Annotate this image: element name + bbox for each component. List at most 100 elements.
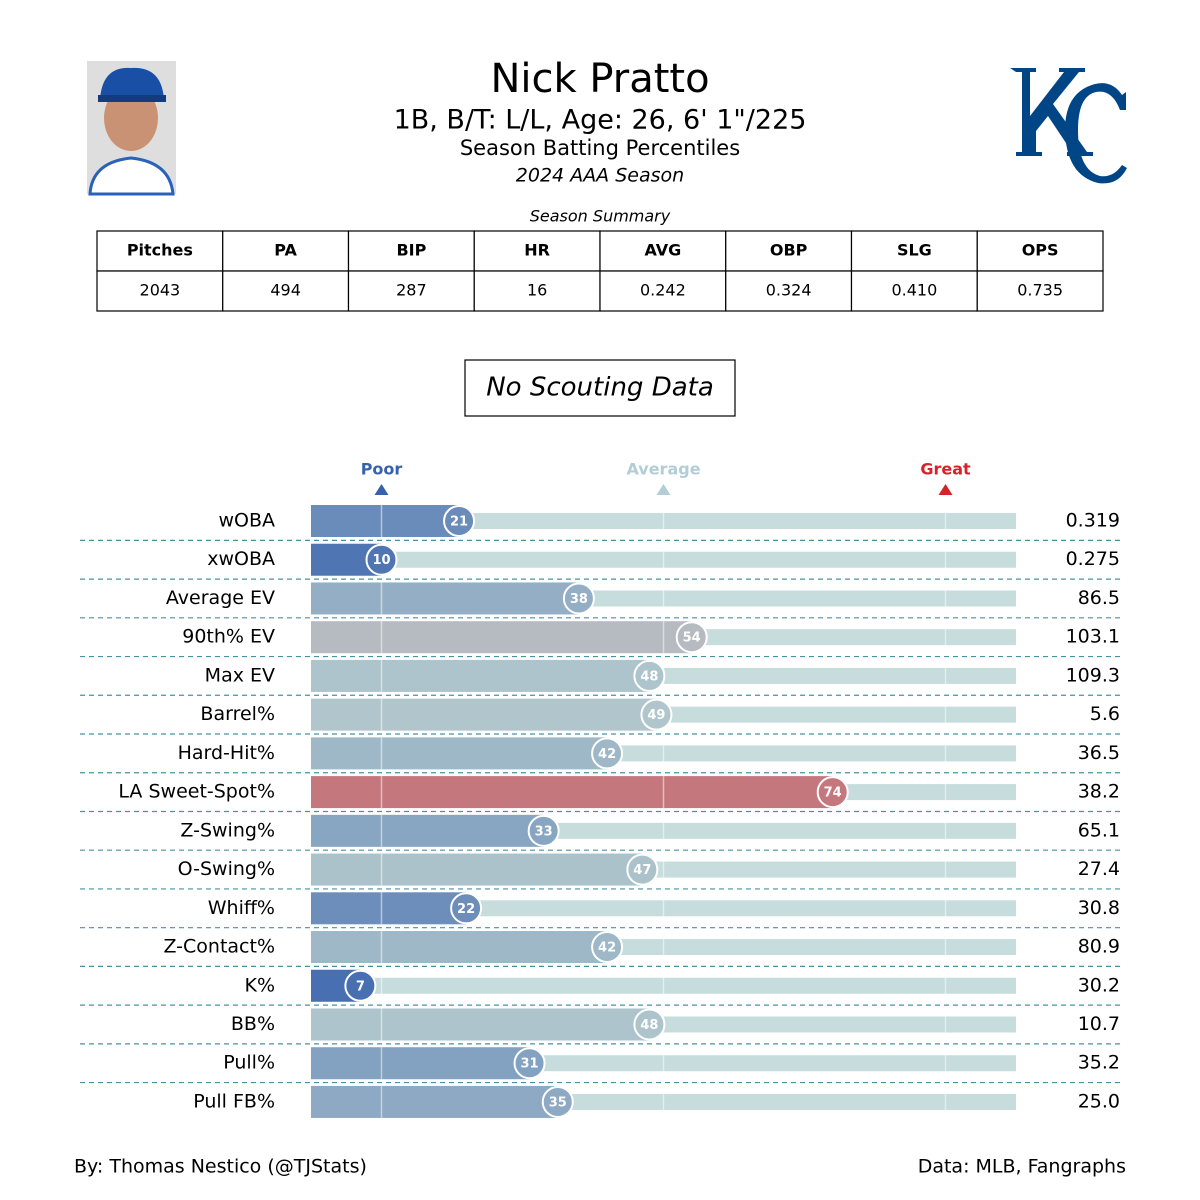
header-cell [850,230,978,272]
stat-value: 103.1 [1066,626,1120,648]
table-cell [473,270,601,312]
stat-value: 30.8 [1078,897,1120,919]
stat-value: 65.1 [1078,819,1120,841]
percentile-dot [562,582,595,615]
percentile-chart: Poor Average Great wOBA 21 0.319 xwOBA 10 0.275 A… [80,460,1120,1118]
cell-value: 494 [270,281,301,300]
percentile-dot [626,853,659,886]
column-header: OBP [770,241,808,260]
metric-label: BB% [231,1013,275,1035]
bar [311,505,460,537]
percentile-dot [633,1008,666,1041]
percentile-label: 48 [640,1018,658,1033]
subtitle: Season Batting Percentiles [460,136,740,160]
scale-marker [656,484,671,495]
bar [311,582,579,615]
cell-value: 0.242 [640,281,686,300]
cell-value: 0.324 [766,281,812,300]
credit: By: Thomas Nestico (@TJStats) [74,1156,367,1178]
table-cell [222,270,350,312]
percentile-dot [591,931,624,964]
percentile-dot [365,543,398,576]
percentile-label: 54 [683,631,701,646]
table-cell [347,270,475,312]
percentile-label: 48 [640,669,658,684]
percentile-dot [591,737,624,770]
metric-label: xwOBA [207,548,275,570]
table-cell [725,270,853,312]
scale-label: Great [920,460,971,479]
percentile-dot [527,814,560,847]
percentile-label: 31 [521,1057,539,1072]
column-header: PA [274,241,297,260]
cell-value: 16 [527,281,547,300]
header-cell [96,230,224,272]
metric-label: Average EV [166,587,275,609]
stat-value: 0.275 [1066,548,1120,570]
bar [311,659,650,692]
column-header: AVG [644,241,681,260]
percentile-label: 49 [647,708,665,723]
percentile-dot [675,621,708,654]
percentile-label: 42 [598,941,616,956]
bar [311,621,692,654]
scale-label: Poor [361,460,403,479]
stat-value: 25.0 [1078,1090,1120,1112]
percentile-label: 74 [824,786,842,801]
percentile-label: 22 [457,902,475,917]
table-title: Season Summary [530,207,671,226]
note: No Scouting Data [486,373,714,403]
percentile-dot [513,1047,546,1080]
table-cell [976,270,1104,312]
metric-label: Pull FB% [193,1090,275,1112]
percentile-label: 33 [535,824,553,839]
bar [311,1085,558,1118]
cell-value: 2043 [140,281,181,300]
stat-value: 36.5 [1078,742,1120,764]
bar [311,737,608,770]
stat-value: 30.2 [1078,974,1120,996]
bar [311,892,467,925]
percentile-dot [640,698,673,731]
team-logo [1010,68,1127,184]
metric-label: O-Swing% [178,858,275,880]
cell-value: 0.735 [1017,281,1063,300]
column-header: OPS [1022,241,1059,260]
percentile-dot [816,776,849,809]
percentile-dot [443,505,476,537]
percentile-dot [344,969,377,1002]
bar [311,698,657,731]
bar [311,1047,530,1080]
percentile-label: 10 [372,553,390,568]
percentile-label: 47 [633,863,651,878]
metric-label: Hard-Hit% [178,742,275,764]
summary-table: Pitches PA BIP HR AVG OBP SLG OPS 2043 494 287 16 0.… [96,230,1104,312]
bar [311,931,608,964]
cell-value: 287 [396,281,427,300]
column-header: HR [524,241,550,260]
metric-label: Max EV [205,664,275,686]
metric-label: Z-Contact% [163,936,275,958]
percentile-dot [633,659,666,692]
bar [311,776,833,809]
stat-value: 86.5 [1078,587,1120,609]
scale-label: Average [626,460,700,479]
metric-label: Whiff% [208,897,275,919]
bar [311,1008,650,1041]
stat-value: 0.319 [1066,510,1120,532]
column-header: SLG [897,241,932,260]
scale-marker [374,484,389,495]
percentile-dot [541,1085,574,1118]
stat-value: 38.2 [1078,781,1120,803]
header-cell [976,230,1104,272]
metric-label: Z-Swing% [180,819,275,841]
source: Data: MLB, Fangraphs [918,1156,1126,1178]
scale-marker [938,484,953,495]
table-cell [96,270,224,312]
stat-value: 35.2 [1078,1052,1120,1074]
stat-value: 109.3 [1066,664,1120,686]
percentile-dot [450,892,483,925]
percentile-label: 35 [549,1095,567,1110]
column-header: Pitches [127,241,193,260]
metric-label: K% [244,974,275,996]
